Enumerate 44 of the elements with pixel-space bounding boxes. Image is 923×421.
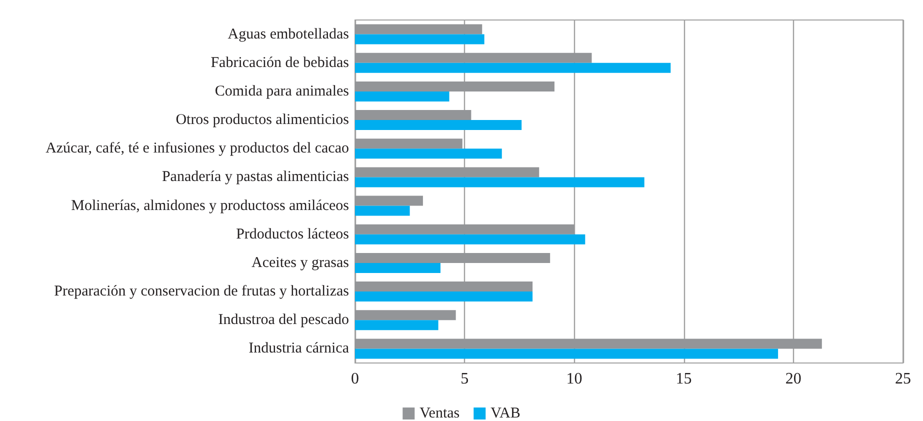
bar bbox=[355, 120, 522, 130]
bar bbox=[355, 52, 592, 63]
x-tick-label: 10 bbox=[566, 370, 582, 388]
y-tick-label: Preparación y conservacion de frutas y hortalizas bbox=[54, 284, 350, 300]
bar bbox=[355, 148, 502, 159]
y-tick-label: Aceites y grasas bbox=[252, 254, 350, 271]
x-tick-label: 0 bbox=[351, 370, 359, 388]
bar bbox=[355, 62, 671, 73]
bar bbox=[355, 138, 462, 149]
x-tick-label: 25 bbox=[895, 370, 911, 388]
y-tick-label: Fabricación de bebidas bbox=[210, 54, 350, 71]
legend-label: Ventas bbox=[420, 406, 460, 421]
y-tick-label: Comida para animales bbox=[214, 83, 350, 100]
y-tick-label: Industroa del pescado bbox=[218, 312, 349, 328]
bar bbox=[355, 282, 533, 292]
bar bbox=[355, 292, 533, 302]
bar bbox=[355, 252, 550, 263]
legend-label: VAB bbox=[490, 406, 520, 421]
y-tick-label: Azúcar, café, té e infusiones y productos del cacao bbox=[46, 140, 349, 157]
y-tick-label: Industria cárnica bbox=[248, 340, 350, 357]
x-tick-label: 5 bbox=[460, 370, 469, 388]
y-tick-label: Otros productos alimenticios bbox=[176, 112, 350, 128]
bar bbox=[355, 81, 554, 92]
y-tick-label: Aguas embotelladas bbox=[228, 26, 350, 42]
bar bbox=[355, 110, 472, 120]
bar bbox=[355, 338, 822, 349]
y-tick-label: Prdoductos lácteos bbox=[236, 226, 350, 242]
bar bbox=[355, 234, 586, 244]
bar bbox=[355, 348, 778, 359]
bar bbox=[355, 206, 410, 216]
y-tick-label: Molinerías, almidones y productoss amiláceos bbox=[71, 198, 350, 214]
bar bbox=[355, 224, 574, 234]
bar bbox=[355, 34, 484, 44]
bar bbox=[355, 196, 423, 206]
bar bbox=[355, 177, 644, 188]
y-tick-label: Panadería y pastas alimenticias bbox=[162, 169, 350, 186]
x-tick-label: 20 bbox=[785, 370, 802, 388]
bar bbox=[355, 310, 456, 320]
bar bbox=[355, 167, 540, 178]
bar bbox=[355, 320, 438, 330]
x-tick-label: 15 bbox=[676, 370, 692, 388]
bar bbox=[355, 91, 450, 102]
bar bbox=[355, 24, 482, 34]
bar bbox=[355, 262, 440, 273]
